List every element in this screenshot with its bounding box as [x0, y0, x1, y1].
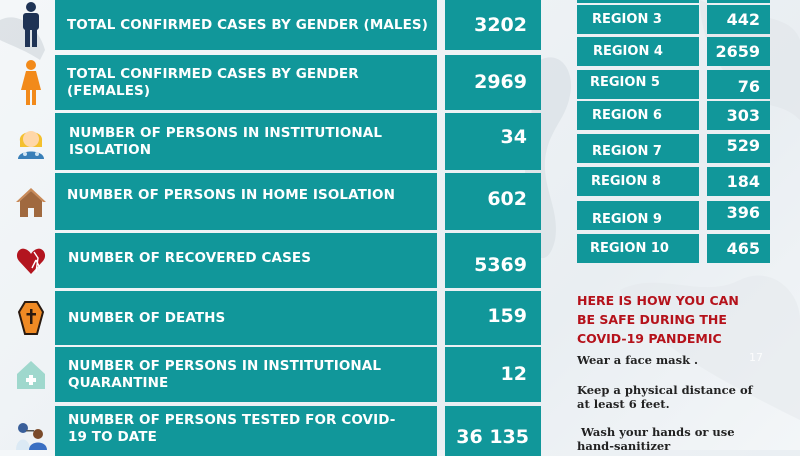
stat-row-females: TOTAL CONFIRMED CASES BY GENDER (FEMALES… — [0, 55, 545, 110]
region-row: REGION 4 2659 — [577, 37, 772, 66]
stat-row-recovered: NUMBER OF RECOVERED CASES 5369 — [0, 233, 545, 288]
region-label: REGION 4 — [577, 37, 699, 66]
region-row: REGION 8 184 — [577, 167, 772, 196]
region-label: REGION 5 — [577, 70, 699, 99]
region-label: REGION 7 — [577, 134, 699, 163]
region-label: REGION 9 — [577, 201, 699, 230]
stat-value: 12 — [445, 347, 541, 402]
stat-label: TOTAL CONFIRMED CASES BY GENDER (MALES) — [55, 0, 437, 50]
stat-value: 34 — [445, 113, 541, 170]
region-value: 76 — [707, 70, 770, 99]
region-label: REGION 8 — [577, 167, 699, 196]
region-row: REGION 5 76 — [577, 70, 772, 99]
stat-row-males: TOTAL CONFIRMED CASES BY GENDER (MALES) … — [0, 0, 545, 50]
safety-tip: Keep a physical distance of at least 6 f… — [577, 383, 753, 411]
stat-row-deaths: NUMBER OF DEATHS 159 — [0, 291, 545, 345]
region-value: 465 — [707, 234, 770, 263]
heart-recovery-icon — [10, 233, 52, 288]
region-label: REGION 6 — [577, 101, 699, 130]
region-row: REGION 10 465 — [577, 234, 772, 263]
stat-row-tested: NUMBER OF PERSONS TESTED FOR COVID-19 TO… — [0, 406, 545, 456]
region-value: 442 — [707, 5, 770, 34]
safety-tips-title: HERE IS HOW YOU CAN BE SAFE DURING THE C… — [577, 293, 739, 346]
page-number: 17 — [749, 351, 763, 364]
stat-value: 36 135 — [445, 406, 541, 456]
region-value-partial — [707, 0, 770, 3]
region-row: REGION 3 442 — [577, 5, 772, 34]
region-label: REGION 3 — [577, 5, 699, 34]
house-icon — [10, 173, 52, 230]
region-row: REGION 9 396 — [577, 201, 772, 230]
medical-house-icon — [10, 347, 52, 402]
stat-value: 2969 — [445, 55, 541, 110]
region-label-partial — [577, 0, 699, 3]
stat-label: NUMBER OF RECOVERED CASES — [55, 233, 437, 288]
female-person-icon — [10, 55, 52, 110]
stat-row-institutional-isolation: NUMBER OF PERSONS IN INSTITUTIONAL ISOLA… — [0, 113, 545, 170]
stat-label: NUMBER OF PERSONS IN HOME ISOLATION — [55, 173, 437, 230]
stat-value: 5369 — [445, 233, 541, 288]
region-row: REGION 7 529 — [577, 134, 772, 163]
region-value: 396 — [707, 201, 770, 230]
stat-row-home-isolation: NUMBER OF PERSONS IN HOME ISOLATION 602 — [0, 173, 545, 230]
coffin-icon — [10, 291, 52, 345]
region-value: 529 — [707, 134, 770, 163]
stat-label: NUMBER OF PERSONS TESTED FOR COVID-19 TO… — [55, 406, 437, 456]
region-value: 303 — [707, 101, 770, 130]
stat-label: NUMBER OF PERSONS IN INSTITUTIONAL QUARA… — [55, 347, 437, 402]
stat-value: 159 — [445, 291, 541, 345]
stat-row-institutional-quarantine: NUMBER OF PERSONS IN INSTITUTIONAL QUARA… — [0, 347, 545, 402]
safety-tip: Wear a face mask . — [577, 353, 699, 367]
stat-label: TOTAL CONFIRMED CASES BY GENDER (FEMALES… — [55, 55, 437, 110]
stat-value: 602 — [445, 173, 541, 230]
region-label: REGION 10 — [577, 234, 699, 263]
covid-test-icon — [10, 406, 52, 450]
stat-label: NUMBER OF DEATHS — [55, 291, 437, 345]
region-row: REGION 6 303 — [577, 101, 772, 130]
region-value: 2659 — [707, 37, 770, 66]
health-worker-icon — [10, 113, 52, 170]
safety-tip: Wash your hands or use hand-sanitizer — [577, 425, 739, 453]
region-value: 184 — [707, 167, 770, 196]
region-row-partial — [577, 0, 772, 3]
male-person-icon — [10, 0, 52, 50]
stat-label: NUMBER OF PERSONS IN INSTITUTIONAL ISOLA… — [55, 113, 437, 170]
stat-value: 3202 — [445, 0, 541, 50]
